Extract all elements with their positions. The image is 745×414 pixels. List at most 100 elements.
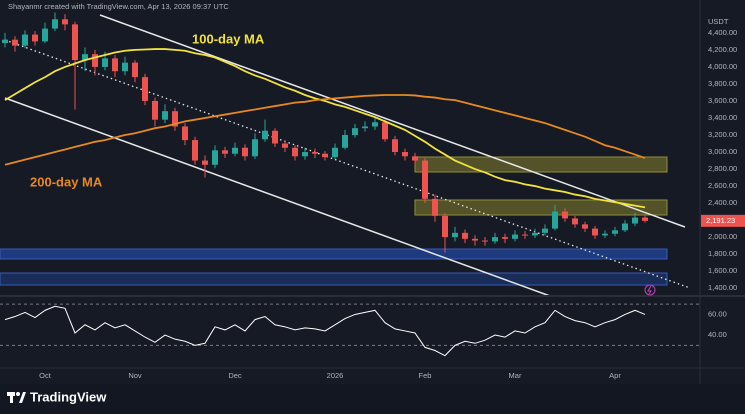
y-tick-label: 4,200.00 (708, 45, 737, 54)
candle-body (612, 230, 618, 234)
candle-body (342, 135, 348, 148)
candle-body (322, 153, 328, 158)
candle-body (492, 237, 498, 242)
candle-body (282, 143, 288, 148)
candle-body (252, 139, 258, 157)
y-tick-label: 2,000.00 (708, 232, 737, 241)
series-line (4, 94, 646, 166)
alert-icon (644, 284, 656, 296)
series-line (4, 48, 646, 209)
candle-body (42, 28, 48, 42)
candle-body (52, 19, 58, 29)
candle-body (32, 34, 38, 42)
y-tick-label: 1,800.00 (708, 249, 737, 258)
last-price-label: 2,191.23 (706, 216, 735, 225)
y-tick-label: 4,400.00 (708, 28, 737, 37)
y-tick-label: 3,400.00 (708, 113, 737, 122)
y-tick-label: 3,000.00 (708, 147, 737, 156)
candle-body (432, 198, 438, 216)
candle-body (152, 100, 158, 120)
candle-body (582, 224, 588, 229)
candle-body (502, 237, 508, 239)
y-tick-label: 3,600.00 (708, 96, 737, 105)
last-price-box (701, 214, 745, 227)
candle-body (192, 140, 198, 161)
candle-body (92, 54, 98, 67)
candle-body (572, 218, 578, 225)
x-tick-label: Oct (39, 371, 52, 380)
candle-body (12, 39, 18, 46)
series-line (4, 305, 646, 357)
x-tick-label: Apr (609, 371, 621, 380)
candle-body (302, 152, 308, 157)
candle-body (72, 24, 78, 61)
candle-body (312, 152, 318, 154)
y-tick-label: 1,600.00 (708, 266, 737, 275)
candle-body (442, 215, 448, 238)
candle-body (512, 234, 518, 239)
candle-body (222, 150, 228, 154)
y-tick-label: 60.00 (708, 309, 727, 318)
candle-body (482, 240, 488, 242)
candle-body (242, 147, 248, 157)
candle-body (472, 238, 478, 241)
candle-body (462, 232, 468, 239)
candle-body (182, 126, 188, 141)
x-tick-label: Mar (509, 371, 522, 380)
y-tick-label: 3,200.00 (708, 130, 737, 139)
candle-body (62, 19, 68, 25)
ma-label: 200-day MA (30, 174, 103, 189)
candle-body (542, 228, 548, 233)
y-tick-label: 2,400.00 (708, 198, 737, 207)
candle-body (452, 232, 458, 238)
brand: TradingView (30, 389, 107, 404)
candle-body (552, 211, 558, 229)
candle-body (622, 223, 628, 231)
candle-body (412, 156, 418, 161)
x-tick-label: Feb (419, 371, 432, 380)
candle-body (292, 147, 298, 157)
candle-body (2, 39, 8, 44)
y-tick-label: 3,800.00 (708, 79, 737, 88)
y-tick-label: 2,600.00 (708, 181, 737, 190)
candle-body (562, 211, 568, 219)
x-tick-label: 2026 (327, 371, 344, 380)
candle-body (162, 111, 168, 120)
header: Shayanmr created with TradingView.com, A… (8, 2, 229, 11)
candle-body (202, 160, 208, 165)
supply-zone (414, 199, 668, 216)
candle-body (422, 160, 428, 199)
candle-body (172, 111, 178, 127)
candle-body (122, 62, 128, 72)
ma-label: 100-day MA (192, 31, 265, 46)
candle-body (212, 150, 218, 165)
y-tick-label: 2,800.00 (708, 164, 737, 173)
demand-zone (0, 272, 668, 286)
y-tick-label: 4,000.00 (708, 62, 737, 71)
y-tick-label: 40.00 (708, 330, 727, 339)
logo (7, 392, 26, 403)
candle-body (272, 130, 278, 144)
candle-body (592, 228, 598, 236)
candle-body (262, 130, 268, 140)
candle-body (82, 54, 88, 61)
candle-body (142, 77, 148, 101)
candle-body (102, 58, 108, 67)
candle-body (232, 147, 238, 154)
x-tick-label: Nov (128, 371, 142, 380)
candle-body (632, 217, 638, 224)
unit: USDT (708, 17, 729, 26)
candle-body (532, 232, 538, 236)
candle-body (132, 62, 138, 78)
candle-body (352, 128, 358, 135)
footer (0, 384, 745, 414)
candle-body (382, 122, 388, 140)
candle-body (362, 126, 368, 129)
candle-body (522, 234, 528, 236)
candle-body (332, 147, 338, 158)
candle-body (402, 152, 408, 157)
demand-zone (0, 248, 668, 260)
candle-body (642, 217, 648, 221)
